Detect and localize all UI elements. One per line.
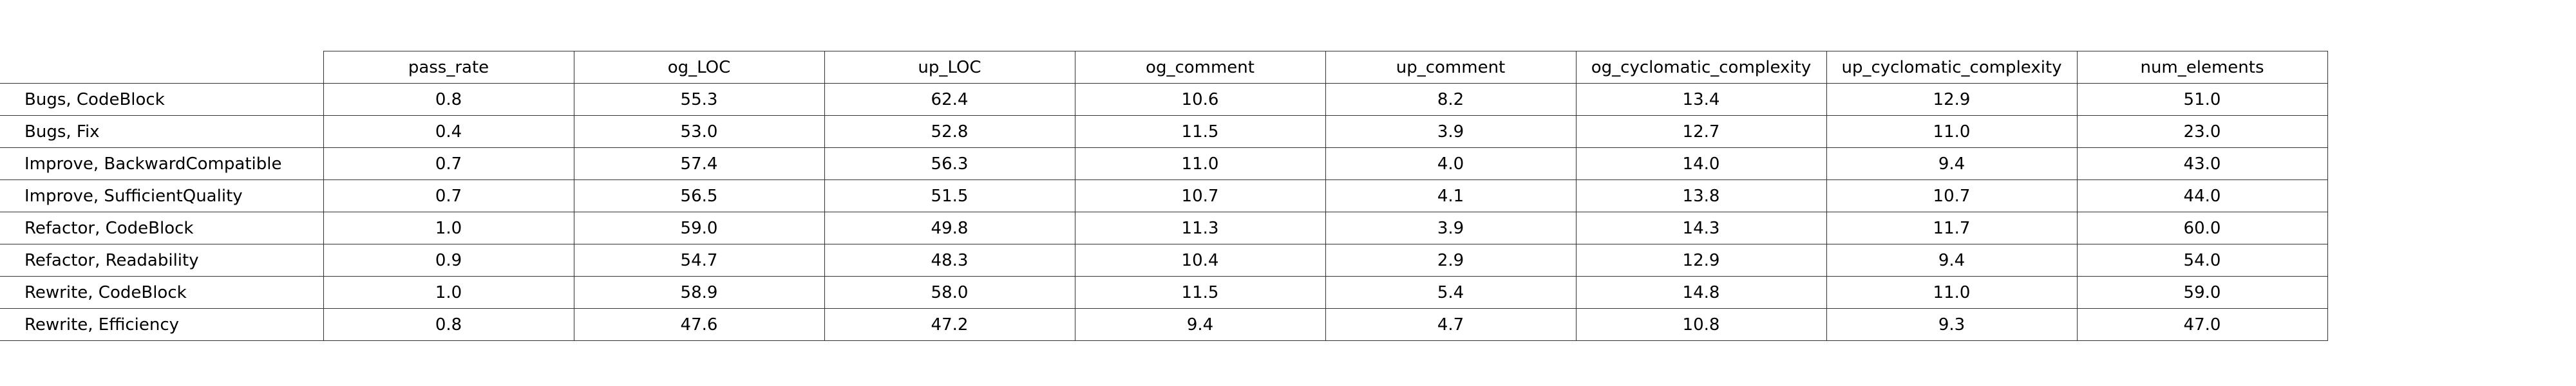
table-cell-num-elements: 54.0 (2076, 244, 2328, 277)
table-cell-og-comment: 10.7 (1074, 179, 1326, 212)
table-cell-up-cyclomatic-complexity: 10.7 (1826, 179, 2078, 212)
table-cell-num-elements: 47.0 (2076, 308, 2328, 341)
table-cell-num-elements: 59.0 (2076, 276, 2328, 309)
table-row: Improve, BackwardCompatible 0.7 57.4 56.3 11… (0, 147, 2328, 180)
column-header-pass-rate: pass_rate (323, 51, 574, 84)
table-cell-num-elements: 23.0 (2076, 115, 2328, 148)
table-cell-og-cyclomatic-complexity: 14.3 (1575, 212, 1827, 244)
table-cell-pass-rate: 0.4 (323, 115, 574, 148)
table-cell-up-loc: 58.0 (824, 276, 1075, 309)
table-cell-og-cyclomatic-complexity: 13.4 (1575, 83, 1827, 116)
table-cell-up-cyclomatic-complexity: 9.3 (1826, 308, 2078, 341)
table-cell-num-elements: 51.0 (2076, 83, 2328, 116)
table-cell-pass-rate: 0.7 (323, 179, 574, 212)
table-row: Rewrite, CodeBlock 1.0 58.9 58.0 11.5 5.4 14.8… (0, 276, 2328, 309)
table-cell-up-loc: 48.3 (824, 244, 1075, 277)
table-cell-up-cyclomatic-complexity: 12.9 (1826, 83, 2078, 116)
results-table: pass_rate og_LOC up_LOC og_comment up_commen… (0, 51, 2328, 341)
table-cell-up-cyclomatic-complexity: 11.0 (1826, 115, 2078, 148)
table-row: Refactor, CodeBlock 1.0 59.0 49.8 11.3 3.9 14.… (0, 212, 2328, 244)
column-header-up-loc: up_LOC (824, 51, 1075, 84)
table-cell-og-loc: 59.0 (573, 212, 825, 244)
column-header-og-comment: og_comment (1074, 51, 1326, 84)
table-cell-up-loc: 52.8 (824, 115, 1075, 148)
table-cell-og-comment: 11.3 (1074, 212, 1326, 244)
row-label: Improve, SufficientQuality (0, 179, 324, 212)
table-cell-up-loc: 47.2 (824, 308, 1075, 341)
table-cell-up-cyclomatic-complexity: 11.7 (1826, 212, 2078, 244)
table-cell-up-loc: 56.3 (824, 147, 1075, 180)
row-label: Rewrite, CodeBlock (0, 276, 324, 309)
table-cell-up-cyclomatic-complexity: 11.0 (1826, 276, 2078, 309)
table-cell-num-elements: 44.0 (2076, 179, 2328, 212)
table-row: Refactor, Readability 0.9 54.7 48.3 10.4 2.9 1… (0, 244, 2328, 277)
table-cell-pass-rate: 0.8 (323, 83, 574, 116)
table-cell-pass-rate: 0.9 (323, 244, 574, 277)
table-cell-up-loc: 62.4 (824, 83, 1075, 116)
table-cell-up-loc: 51.5 (824, 179, 1075, 212)
column-header-og-cyclomatic-complexity: og_cyclomatic_complexity (1575, 51, 1827, 84)
table-cell-og-comment: 9.4 (1074, 308, 1326, 341)
row-label: Bugs, Fix (0, 115, 324, 148)
table-cell-up-comment: 2.9 (1325, 244, 1577, 277)
column-header-og-loc: og_LOC (573, 51, 825, 84)
table-cell-og-cyclomatic-complexity: 14.8 (1575, 276, 1827, 309)
table-cell-num-elements: 43.0 (2076, 147, 2328, 180)
table-row: Bugs, Fix 0.4 53.0 52.8 11.5 3.9 12.7 11.0 23.0 (0, 115, 2328, 148)
table-cell-up-comment: 4.1 (1325, 179, 1577, 212)
table-cell-pass-rate: 0.8 (323, 308, 574, 341)
table-cell-up-cyclomatic-complexity: 9.4 (1826, 244, 2078, 277)
table-cell-pass-rate: 1.0 (323, 212, 574, 244)
corner-cell (0, 51, 324, 84)
row-label: Improve, BackwardCompatible (0, 147, 324, 180)
table-cell-og-cyclomatic-complexity: 14.0 (1575, 147, 1827, 180)
column-header-up-comment: up_comment (1325, 51, 1577, 84)
table-cell-up-comment: 4.0 (1325, 147, 1577, 180)
table-cell-og-loc: 54.7 (573, 244, 825, 277)
table-cell-up-comment: 3.9 (1325, 212, 1577, 244)
table-cell-og-comment: 11.0 (1074, 147, 1326, 180)
table-row: Bugs, CodeBlock 0.8 55.3 62.4 10.6 8.2 13.4 12.… (0, 83, 2328, 116)
table-cell-up-loc: 49.8 (824, 212, 1075, 244)
table-cell-up-cyclomatic-complexity: 9.4 (1826, 147, 2078, 180)
table-cell-pass-rate: 0.7 (323, 147, 574, 180)
table-cell-og-loc: 58.9 (573, 276, 825, 309)
header-row: pass_rate og_LOC up_LOC og_comment up_commen… (0, 51, 2328, 84)
table-cell-up-comment: 8.2 (1325, 83, 1577, 116)
row-label: Bugs, CodeBlock (0, 83, 324, 116)
table-cell-og-cyclomatic-complexity: 13.8 (1575, 179, 1827, 212)
table-cell-num-elements: 60.0 (2076, 212, 2328, 244)
table-cell-pass-rate: 1.0 (323, 276, 574, 309)
table-cell-og-loc: 53.0 (573, 115, 825, 148)
table-cell-up-comment: 5.4 (1325, 276, 1577, 309)
table-cell-og-loc: 55.3 (573, 83, 825, 116)
table-cell-og-cyclomatic-complexity: 12.7 (1575, 115, 1827, 148)
table-cell-up-comment: 3.9 (1325, 115, 1577, 148)
table-row: Improve, SufficientQuality 0.7 56.5 51.5 10.… (0, 179, 2328, 212)
table-cell-og-cyclomatic-complexity: 10.8 (1575, 308, 1827, 341)
table-cell-og-loc: 47.6 (573, 308, 825, 341)
table-cell-og-loc: 56.5 (573, 179, 825, 212)
table-cell-og-comment: 11.5 (1074, 115, 1326, 148)
table-cell-og-comment: 10.6 (1074, 83, 1326, 116)
row-label: Refactor, CodeBlock (0, 212, 324, 244)
column-header-up-cyclomatic-complexity: up_cyclomatic_complexity (1826, 51, 2078, 84)
table-row: Rewrite, Efficiency 0.8 47.6 47.2 9.4 4.7 10.8… (0, 308, 2328, 341)
table-cell-og-cyclomatic-complexity: 12.9 (1575, 244, 1827, 277)
row-label: Rewrite, Efficiency (0, 308, 324, 341)
row-label: Refactor, Readability (0, 244, 324, 277)
table-cell-up-comment: 4.7 (1325, 308, 1577, 341)
table-cell-og-comment: 11.5 (1074, 276, 1326, 309)
table-cell-og-loc: 57.4 (573, 147, 825, 180)
column-header-num-elements: num_elements (2076, 51, 2328, 84)
table-cell-og-comment: 10.4 (1074, 244, 1326, 277)
table-body: Bugs, CodeBlock 0.8 55.3 62.4 10.6 8.2 13.4 12.… (0, 83, 2328, 341)
